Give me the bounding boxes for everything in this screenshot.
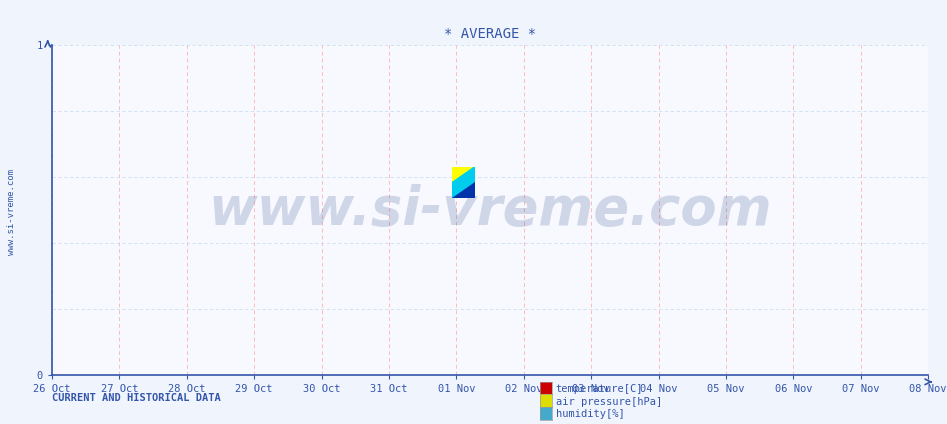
Text: air pressure[hPa]: air pressure[hPa] [556,396,662,407]
Text: CURRENT AND HISTORICAL DATA: CURRENT AND HISTORICAL DATA [52,393,221,403]
Text: www.si-vreme.com: www.si-vreme.com [208,184,772,236]
Polygon shape [453,167,475,182]
Polygon shape [453,182,475,198]
Polygon shape [453,182,475,198]
Title: * AVERAGE *: * AVERAGE * [444,27,536,41]
Text: www.si-vreme.com: www.si-vreme.com [7,169,16,255]
Polygon shape [453,167,475,182]
Polygon shape [453,167,475,182]
Polygon shape [464,182,475,198]
Text: temperature[C]: temperature[C] [556,384,643,394]
Text: humidity[%]: humidity[%] [556,409,625,419]
Polygon shape [453,182,475,198]
